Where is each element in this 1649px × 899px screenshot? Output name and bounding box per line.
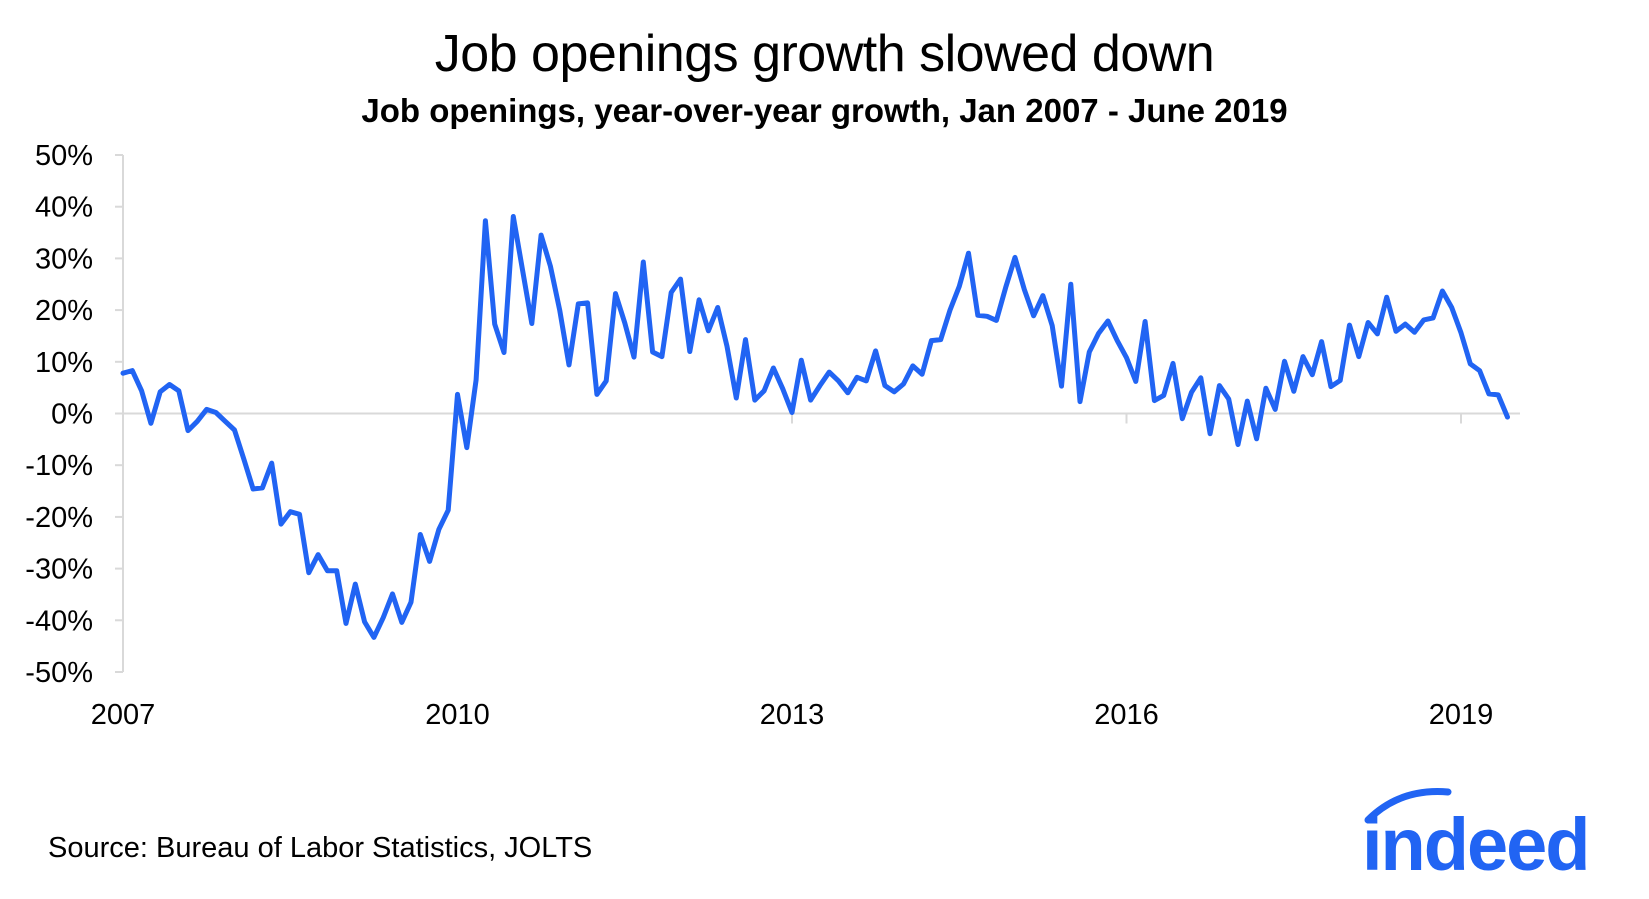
y-tick-label: 50% bbox=[35, 140, 93, 172]
x-tick-label: 2007 bbox=[91, 699, 156, 731]
logo-wordmark: indeed bbox=[1362, 803, 1588, 878]
source-note: Source: Bureau of Labor Statistics, JOLT… bbox=[48, 832, 593, 864]
indeed-logo-mark: indeed bbox=[1362, 788, 1590, 886]
y-tick-label: 30% bbox=[35, 243, 93, 275]
y-tick-label: -40% bbox=[25, 605, 93, 637]
x-tick-label: 2010 bbox=[425, 699, 490, 731]
indeed-logo: indeed bbox=[1360, 788, 1620, 886]
y-tick-label: 20% bbox=[35, 295, 93, 327]
y-tick-label: 40% bbox=[35, 192, 93, 224]
y-tick-label: -30% bbox=[25, 554, 93, 586]
y-tick-label: -20% bbox=[25, 502, 93, 534]
x-tick-label: 2016 bbox=[1094, 699, 1159, 731]
x-tick-label: 2013 bbox=[760, 699, 825, 731]
logo-arc bbox=[1364, 788, 1452, 824]
chart-axes: 50% 40% 30% 20% 10% 0% -10% -20% -30% -40% -50% 200… bbox=[25, 140, 1520, 731]
x-tick-label: 2019 bbox=[1429, 699, 1494, 731]
series-line bbox=[120, 214, 1510, 640]
y-tick-label: 10% bbox=[35, 347, 93, 379]
chart-subtitle: Job openings, year-over-year growth, Jan… bbox=[361, 92, 1288, 129]
y-tick-label: -10% bbox=[25, 450, 93, 482]
chart-title: Job openings growth slowed down bbox=[434, 25, 1215, 83]
series-layer bbox=[120, 214, 1510, 640]
y-tick-label: -50% bbox=[25, 657, 93, 689]
y-tick-label: 0% bbox=[51, 399, 93, 431]
